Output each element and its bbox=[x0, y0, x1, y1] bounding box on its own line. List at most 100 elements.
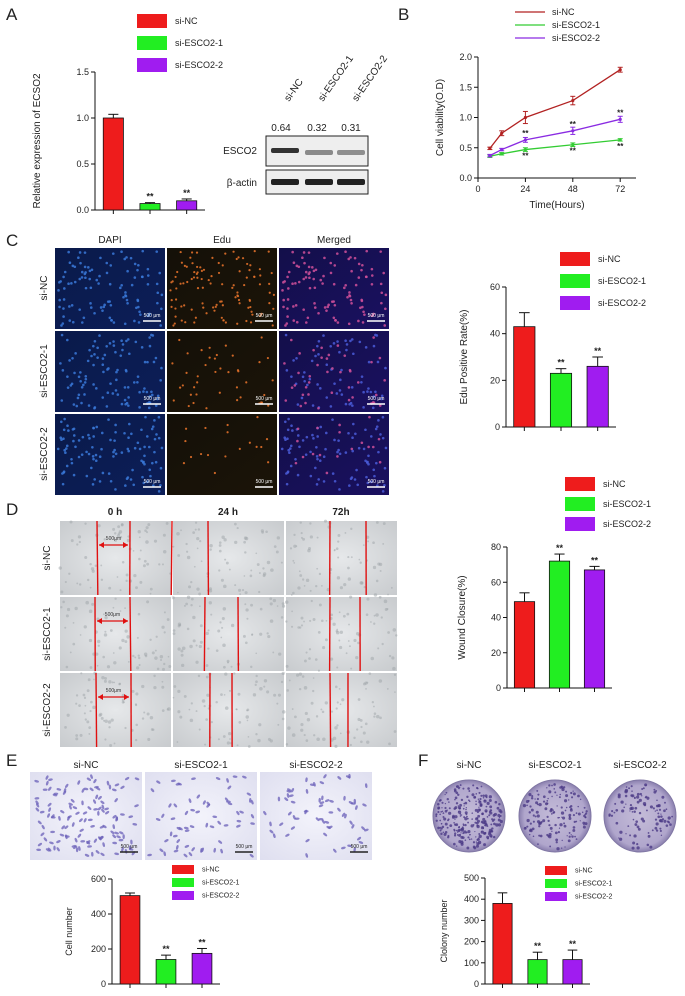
cell-speck bbox=[194, 521, 198, 524]
edu-positive-nucleus bbox=[196, 287, 200, 290]
cell-speck bbox=[258, 723, 262, 727]
colony bbox=[439, 798, 442, 802]
colony bbox=[634, 796, 636, 799]
colony bbox=[441, 807, 443, 809]
cell-speck bbox=[136, 666, 140, 670]
cell-speck bbox=[332, 736, 337, 741]
nucleus bbox=[139, 313, 142, 316]
wb-protein-label-actin: β-actin bbox=[227, 178, 257, 189]
migrated-cell bbox=[40, 832, 45, 837]
colony bbox=[613, 811, 616, 814]
colony bbox=[556, 805, 558, 807]
edu-positive-nucleus bbox=[201, 286, 204, 289]
merged-nucleus bbox=[313, 302, 316, 305]
cell-speck bbox=[347, 566, 350, 570]
cell-speck bbox=[332, 622, 336, 626]
migrated-cell bbox=[71, 822, 75, 827]
nucleus bbox=[84, 276, 87, 280]
edu-positive-nucleus bbox=[255, 445, 258, 449]
cell-speck bbox=[102, 613, 105, 616]
colony bbox=[462, 807, 465, 810]
colony bbox=[634, 806, 638, 810]
cell-speck bbox=[143, 711, 146, 714]
migrated-cell bbox=[246, 792, 252, 796]
edu-positive-nucleus bbox=[172, 324, 175, 327]
migrated-cell bbox=[226, 778, 229, 783]
merged-nucleus bbox=[348, 484, 351, 487]
edu-positive-nucleus bbox=[190, 308, 193, 311]
nucleus bbox=[119, 286, 122, 290]
migrated-cell bbox=[102, 842, 105, 847]
cell-speck bbox=[133, 574, 137, 578]
nucleus bbox=[152, 484, 155, 487]
colony bbox=[577, 805, 579, 808]
merged-nucleus bbox=[349, 256, 352, 259]
edu-positive-nucleus bbox=[250, 310, 253, 313]
colony bbox=[629, 804, 633, 807]
legend-swatch bbox=[172, 878, 194, 887]
colony bbox=[464, 801, 468, 805]
cell-speck bbox=[303, 620, 305, 623]
nucleus bbox=[74, 352, 77, 355]
cell-speck bbox=[95, 652, 99, 656]
merged-nucleus bbox=[317, 339, 321, 343]
migrated-cell bbox=[349, 820, 353, 825]
tile-bg bbox=[167, 248, 277, 329]
tile-bg bbox=[260, 772, 372, 860]
colony bbox=[657, 812, 660, 815]
edu-positive-nucleus bbox=[224, 344, 227, 347]
colony bbox=[459, 784, 462, 787]
cell-speck bbox=[371, 701, 374, 704]
colony bbox=[608, 814, 611, 817]
merged-nucleus bbox=[378, 404, 382, 407]
merged-nucleus bbox=[317, 478, 320, 481]
y-tick-label: 60 bbox=[490, 282, 500, 292]
nucleus bbox=[108, 282, 112, 286]
nucleus bbox=[114, 423, 117, 427]
migrated-cell bbox=[337, 807, 341, 812]
migrated-cell bbox=[318, 804, 324, 808]
cell-speck bbox=[309, 522, 312, 525]
cell-speck bbox=[292, 591, 295, 595]
column-header: si-NC bbox=[74, 760, 99, 771]
merged-nucleus bbox=[331, 472, 335, 475]
merged-nucleus bbox=[290, 338, 293, 342]
cell-speck bbox=[210, 613, 213, 616]
colony bbox=[556, 794, 558, 796]
nucleus bbox=[80, 276, 84, 279]
colony bbox=[455, 829, 458, 832]
cell-speck bbox=[180, 653, 184, 657]
colony bbox=[449, 824, 453, 828]
migrated-cell bbox=[50, 816, 56, 819]
edu-positive-nucleus bbox=[193, 270, 196, 274]
cell-speck bbox=[165, 521, 169, 525]
migrated-cell bbox=[86, 777, 92, 781]
cell-speck bbox=[89, 666, 93, 669]
migrated-cell bbox=[236, 824, 241, 828]
cell-speck bbox=[382, 522, 386, 525]
nucleus bbox=[160, 446, 164, 450]
nucleus bbox=[159, 483, 162, 487]
cell-speck bbox=[125, 579, 128, 582]
row-label: si-NC bbox=[39, 276, 50, 301]
merged-nucleus bbox=[308, 276, 311, 280]
colony bbox=[467, 787, 470, 790]
colony bbox=[645, 795, 648, 798]
merged-nucleus bbox=[301, 439, 305, 442]
data-point bbox=[500, 152, 504, 156]
migrated-cell bbox=[114, 798, 118, 803]
migrated-cell bbox=[355, 805, 358, 810]
merged-nucleus bbox=[338, 423, 341, 427]
colony-dish bbox=[603, 779, 677, 853]
merged-nucleus bbox=[376, 360, 380, 364]
nucleus bbox=[119, 354, 123, 357]
migrated-cell bbox=[115, 816, 119, 821]
cell-speck bbox=[124, 629, 128, 633]
cell-speck bbox=[139, 580, 143, 584]
colony bbox=[529, 822, 532, 825]
merged-nucleus bbox=[381, 436, 385, 440]
cell-speck bbox=[322, 645, 326, 650]
cell-speck bbox=[220, 578, 224, 582]
